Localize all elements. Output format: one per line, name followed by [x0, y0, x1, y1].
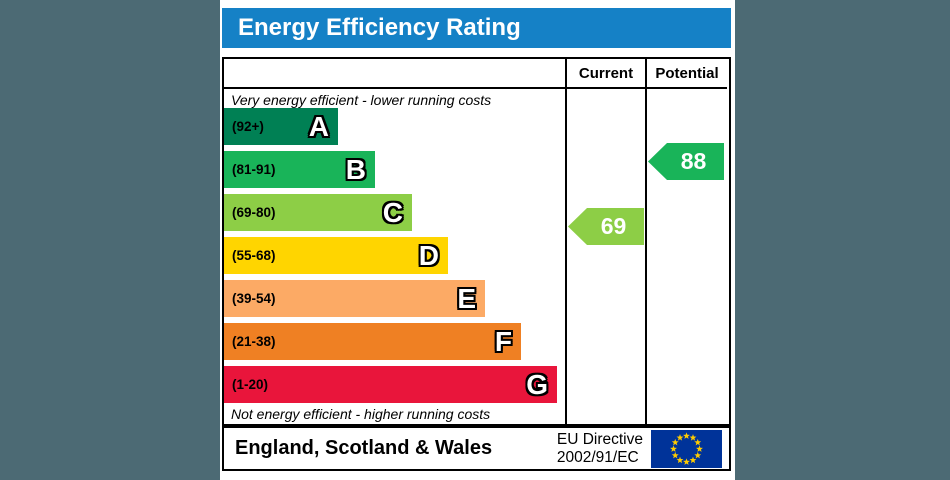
- potential-column-body: 88: [647, 89, 727, 424]
- band-letter: A: [308, 111, 329, 142]
- bottom-caption: Not energy efficient - higher running co…: [231, 406, 491, 422]
- eu-directive-label: EU Directive 2002/91/EC: [557, 431, 643, 467]
- band-range-label: (21-38): [232, 334, 276, 349]
- potential-rating-arrow: 88: [648, 143, 724, 180]
- potential-rating-value: 88: [680, 148, 707, 174]
- band-row-f: (21-38) F: [224, 323, 521, 360]
- bands-column: Very energy efficient - lower running co…: [224, 59, 565, 424]
- bands-column-body: Very energy efficient - lower running co…: [224, 89, 565, 424]
- potential-header-label: Potential: [655, 64, 719, 82]
- band-row-c: (69-80) C: [224, 194, 412, 231]
- current-column-body: 69: [567, 89, 645, 424]
- band-range-label: (39-54): [232, 291, 276, 306]
- title-bar: Energy Efficiency Rating: [222, 8, 731, 48]
- band-range-label: (81-91): [232, 162, 276, 177]
- band-letter: C: [382, 197, 403, 228]
- band-letter: G: [526, 369, 548, 400]
- top-caption: Very energy efficient - lower running co…: [231, 92, 492, 108]
- eu-flag-icon: [651, 429, 722, 468]
- band-range-label: (1-20): [232, 377, 269, 392]
- current-column-header: Current: [567, 59, 645, 89]
- band-letter: F: [494, 326, 512, 357]
- band-row-d: (55-68) D: [224, 237, 448, 274]
- current-rating-arrow: 69: [568, 208, 644, 245]
- band-letter: B: [345, 154, 366, 185]
- band-letter: D: [418, 240, 439, 271]
- band-letter: E: [457, 283, 476, 314]
- band-range-label: (69-80): [232, 205, 276, 220]
- footer-bar: England, Scotland & Wales EU Directive 2…: [222, 426, 731, 471]
- eu-directive-line1: EU Directive: [556, 430, 643, 448]
- potential-column-header: Potential: [647, 59, 727, 89]
- band-row-g: (1-20) G: [224, 366, 557, 403]
- band-range-label: (92+): [232, 119, 264, 134]
- eu-directive-line2: 2002/91/EC: [556, 448, 639, 466]
- current-header-label: Current: [578, 64, 634, 82]
- current-rating-value: 69: [600, 213, 627, 239]
- band-row-e: (39-54) E: [224, 280, 485, 317]
- band-row-b: (81-91) B: [224, 151, 375, 188]
- bands-column-header: [224, 59, 565, 89]
- epc-certificate-panel: Energy Efficiency Rating Very energy eff…: [220, 0, 735, 480]
- current-column: Current 69: [565, 59, 645, 424]
- band-row-a: (92+) A: [224, 108, 338, 145]
- region-label: England, Scotland & Wales: [235, 437, 493, 459]
- page-title: Energy Efficiency Rating: [238, 14, 521, 41]
- potential-column: Potential 88: [645, 59, 727, 424]
- energy-rating-chart: Very energy efficient - lower running co…: [222, 57, 731, 426]
- band-range-label: (55-68): [232, 248, 276, 263]
